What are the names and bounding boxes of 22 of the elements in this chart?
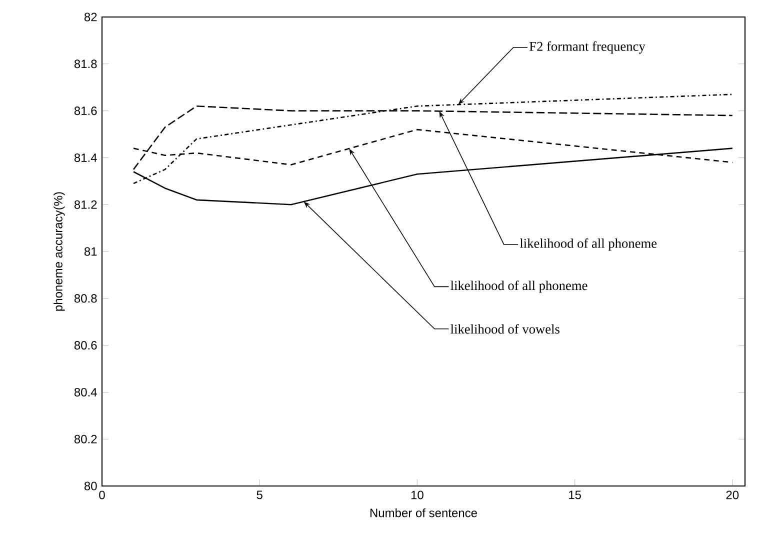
y-tick-label: 81.6: [74, 106, 97, 116]
text: likelihood of all phoneme: [450, 280, 588, 293]
x-tick-label: 0: [99, 490, 105, 500]
text: F2 formant frequency: [529, 41, 646, 54]
y-tick-label: 81.2: [74, 200, 97, 209]
y-tick-label: 80: [84, 482, 97, 490]
y-tick-label: 81: [84, 247, 97, 256]
x-tick-label: 15: [569, 490, 581, 500]
text: likelihood of vowels: [450, 324, 560, 334]
x-tick-label: 5: [256, 490, 262, 500]
x-tick-label: 20: [726, 490, 739, 500]
y-axis-title: phoneme accuracy(%): [54, 192, 65, 311]
y-tick-label: 80.2: [74, 434, 97, 444]
y-tick-label: 81.8: [74, 60, 97, 68]
x-axis-title: Number of sentence: [370, 508, 477, 518]
y-tick-label: 80.8: [74, 294, 97, 303]
y-tick-label: 80.6: [74, 341, 97, 350]
y-tick-label: 81.4: [74, 153, 97, 162]
y-tick-label: 80.4: [74, 388, 97, 396]
x-tick-label: 10: [411, 490, 424, 500]
y-tick-label: 82: [84, 12, 97, 22]
text: likelihood of all phoneme: [520, 238, 657, 251]
